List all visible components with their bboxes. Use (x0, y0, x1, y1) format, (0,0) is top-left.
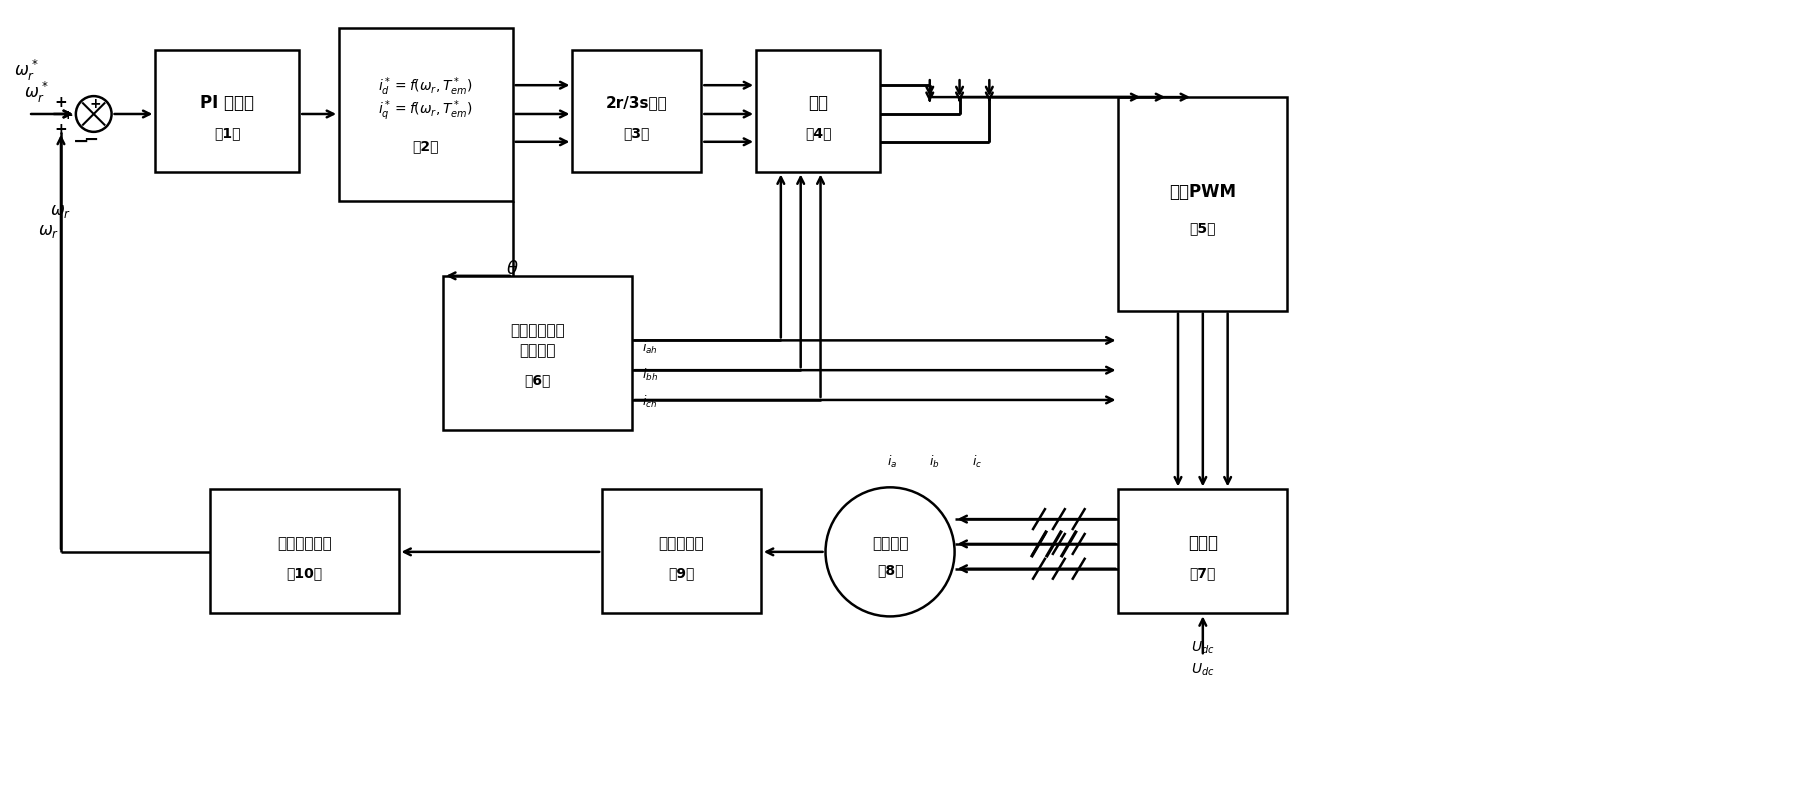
Text: 根据公式计算: 根据公式计算 (509, 324, 565, 339)
Text: +: + (63, 109, 74, 123)
Text: +: + (54, 123, 68, 138)
Bar (603, 490, 761, 613)
Bar (1118, 490, 1288, 613)
Text: （5）: （5） (1189, 222, 1216, 236)
Text: $i_a$: $i_a$ (886, 454, 897, 469)
Text: （3）: （3） (624, 126, 649, 140)
Text: $i_{ah}$: $i_{ah}$ (642, 340, 658, 356)
Text: $\omega_r$: $\omega_r$ (50, 202, 72, 220)
Bar (210, 490, 398, 613)
Text: −: − (72, 132, 90, 151)
Text: $i_{ch}$: $i_{ch}$ (642, 394, 657, 410)
Text: 永磁电机: 永磁电机 (872, 536, 908, 552)
Text: $i_q^*=f(\omega_r,T_{em}^*)$: $i_q^*=f(\omega_r,T_{em}^*)$ (379, 98, 474, 123)
Text: 谐波电流: 谐波电流 (518, 343, 556, 358)
Text: 速度位置检测: 速度位置检测 (276, 536, 332, 551)
Text: $i_c$: $i_c$ (972, 454, 983, 469)
Text: 光电编码器: 光电编码器 (658, 536, 705, 551)
Text: +: + (54, 94, 68, 109)
Text: （10）: （10） (287, 566, 323, 580)
Text: $U_{dc}$: $U_{dc}$ (1191, 640, 1215, 656)
Text: $U_{dc}$: $U_{dc}$ (1191, 662, 1215, 678)
Text: $i_{bh}$: $i_{bh}$ (642, 367, 658, 384)
Text: $i_d^*=f(\omega_r,T_{em}^*)$: $i_d^*=f(\omega_r,T_{em}^*)$ (379, 75, 474, 98)
Text: $\theta$: $\theta$ (506, 260, 518, 278)
Text: 求和: 求和 (807, 94, 829, 112)
Bar (1118, 97, 1288, 310)
Text: $\omega_r$: $\omega_r$ (38, 222, 59, 241)
Text: 滞环PWM: 滞环PWM (1170, 183, 1236, 201)
Text: $i_b$: $i_b$ (929, 454, 940, 469)
Bar (443, 276, 631, 430)
Text: （8）: （8） (877, 563, 904, 577)
Text: 2r/3s变换: 2r/3s变换 (606, 96, 667, 111)
Text: （6）: （6） (524, 373, 551, 387)
Bar (339, 28, 513, 201)
Text: +: + (90, 97, 102, 111)
Circle shape (75, 96, 111, 132)
Text: 逆变器: 逆变器 (1188, 534, 1218, 553)
Bar (572, 50, 701, 171)
Text: PI 控制器: PI 控制器 (201, 94, 255, 112)
Text: $\omega_r^*$: $\omega_r^*$ (14, 57, 38, 83)
Text: −: − (83, 130, 99, 149)
Text: （9）: （9） (669, 566, 694, 580)
Bar (755, 50, 881, 171)
Text: （1）: （1） (213, 126, 240, 140)
Text: （4）: （4） (806, 126, 831, 140)
Text: （7）: （7） (1189, 566, 1216, 580)
Text: $\omega_r^*$: $\omega_r^*$ (23, 79, 48, 105)
Circle shape (825, 487, 954, 616)
Bar (156, 50, 300, 171)
Text: （2）: （2） (413, 139, 440, 153)
